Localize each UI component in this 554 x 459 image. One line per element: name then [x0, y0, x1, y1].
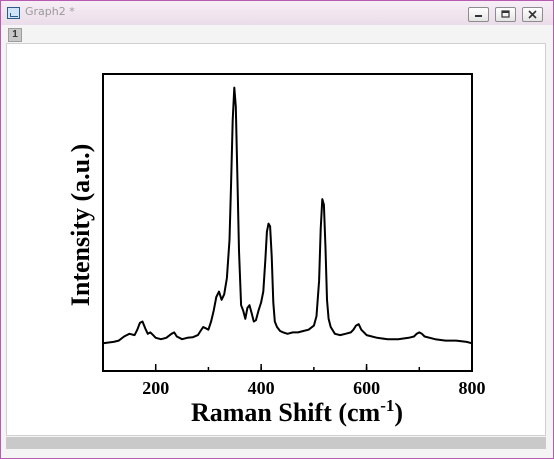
window-title: Graph2 *: [25, 5, 75, 18]
layer-1-tab[interactable]: 1: [8, 28, 22, 42]
minimize-button[interactable]: [468, 7, 489, 22]
x-tick-label: 600: [353, 378, 380, 398]
x-axis-ticks: 200 400 600 800: [102, 364, 486, 398]
x-tick-label: 400: [248, 378, 275, 398]
y-axis-title: Intensity (a.u.): [66, 144, 95, 307]
close-button[interactable]: [522, 7, 543, 22]
graph-window-icon[interactable]: [7, 7, 20, 19]
restore-button[interactable]: [495, 7, 516, 22]
series-line: [102, 86, 473, 345]
title-bar[interactable]: Graph2 *: [1, 1, 553, 25]
restore-icon: [501, 10, 510, 18]
minimize-icon: [475, 15, 482, 17]
x-axis-title-superscript: -1: [380, 396, 394, 415]
x-tick-label: 800: [459, 378, 486, 398]
close-icon: [528, 10, 537, 19]
x-axis-title: Raman Shift (cm-1): [191, 396, 403, 427]
x-tick-label: 200: [142, 378, 169, 398]
plot-frame: [102, 73, 473, 372]
horizontal-scrollbar[interactable]: [6, 437, 546, 449]
